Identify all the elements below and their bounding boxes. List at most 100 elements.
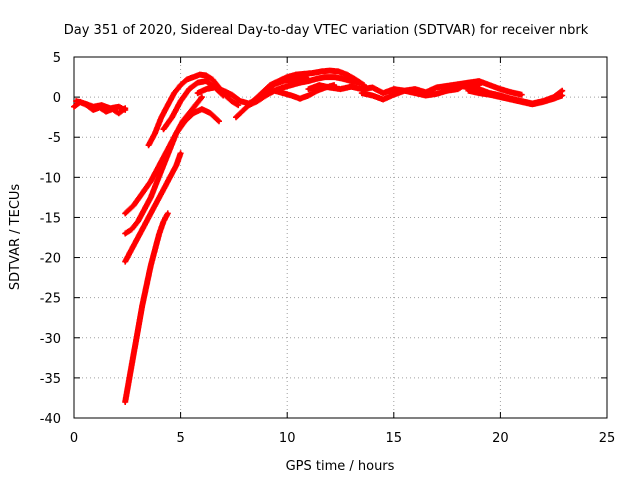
data-point — [149, 211, 153, 216]
x-axis-label: GPS time / hours — [286, 459, 395, 474]
data-point — [123, 400, 127, 404]
data-point — [157, 163, 161, 167]
y-tick-label: -10 — [40, 171, 61, 186]
data-point — [268, 83, 272, 87]
data-point — [230, 93, 234, 97]
data-point — [306, 79, 311, 83]
data-point — [255, 99, 259, 103]
x-tick-label: 15 — [386, 431, 403, 446]
data-point — [104, 109, 108, 114]
data-point — [477, 79, 481, 83]
data-point — [281, 85, 285, 90]
plot-border — [73, 56, 608, 419]
data-point — [221, 93, 225, 98]
series-pass-04 — [122, 150, 184, 265]
data-point — [108, 106, 112, 110]
data-point — [289, 83, 294, 87]
data-point — [185, 77, 189, 82]
data-point — [142, 223, 146, 228]
data-point — [200, 95, 204, 99]
data-point — [159, 115, 164, 119]
data-point — [204, 79, 208, 83]
data-point — [136, 328, 140, 332]
chart-title: Day 351 of 2020, Sidereal Day-to-day VTE… — [64, 23, 589, 38]
y-tick-label: 0 — [53, 91, 61, 106]
data-point — [281, 91, 285, 95]
grid-lines — [74, 57, 607, 418]
data-point — [306, 87, 311, 91]
data-point — [149, 195, 153, 199]
data-point — [336, 69, 340, 74]
data-point — [509, 97, 513, 102]
axes — [73, 56, 608, 419]
data-point — [136, 235, 140, 240]
data-point — [127, 376, 132, 380]
data-point — [341, 77, 345, 81]
data-point — [221, 89, 225, 93]
data-point — [477, 91, 481, 95]
series-markers — [122, 106, 222, 217]
data-point — [345, 73, 349, 77]
data-point — [191, 111, 195, 115]
data-point — [191, 75, 195, 79]
data-point — [129, 247, 134, 252]
data-point — [434, 92, 439, 96]
data-point — [530, 102, 534, 106]
data-point — [132, 352, 136, 356]
data-point — [155, 199, 159, 203]
y-tick-label: -40 — [40, 412, 61, 427]
data-point — [161, 187, 166, 191]
data-point — [179, 151, 183, 155]
data-point — [149, 263, 153, 268]
data-point — [560, 89, 564, 93]
data-point — [140, 304, 144, 308]
x-tick-label: 10 — [279, 431, 296, 446]
data-point — [560, 93, 564, 98]
data-point — [498, 95, 502, 99]
series-pass-16 — [465, 87, 566, 108]
data-point — [172, 91, 176, 95]
data-point — [306, 93, 311, 98]
data-point — [179, 99, 183, 103]
series-pass-06 — [122, 106, 222, 217]
data-point — [144, 284, 149, 288]
data-point — [153, 247, 157, 252]
data-point — [323, 75, 328, 79]
data-point — [204, 87, 208, 91]
data-point — [260, 91, 264, 95]
y-tick-label: -25 — [40, 292, 61, 307]
data-point — [174, 163, 178, 167]
data-point — [381, 91, 385, 95]
series-pass-02 — [73, 98, 129, 113]
data-point — [123, 231, 127, 236]
data-point — [179, 83, 183, 87]
data-point — [488, 93, 492, 97]
data-point — [208, 111, 213, 115]
y-tick-label: -30 — [40, 332, 61, 347]
data-point — [74, 99, 78, 103]
x-tick-label: 20 — [492, 431, 509, 446]
series-pass-12 — [262, 82, 338, 102]
data-point — [142, 207, 146, 212]
data-point — [230, 99, 234, 103]
data-point — [294, 73, 298, 77]
data-point — [236, 103, 240, 107]
data-point — [123, 211, 127, 216]
data-point — [155, 179, 159, 183]
data-point — [83, 101, 87, 106]
data-point — [319, 69, 323, 74]
data-point — [196, 91, 200, 95]
data-point — [168, 175, 172, 179]
y-axis-label: SDTVAR / TECUs — [8, 184, 23, 291]
data-point — [520, 93, 524, 97]
x-tick-label: 0 — [70, 431, 78, 446]
data-point — [247, 103, 251, 107]
data-point — [174, 131, 178, 135]
series-pass-10 — [233, 67, 367, 121]
data-point — [117, 111, 121, 115]
data-point — [161, 219, 166, 224]
data-point — [302, 72, 306, 76]
data-point — [509, 90, 513, 94]
data-point — [132, 203, 136, 208]
data-point — [466, 81, 471, 85]
